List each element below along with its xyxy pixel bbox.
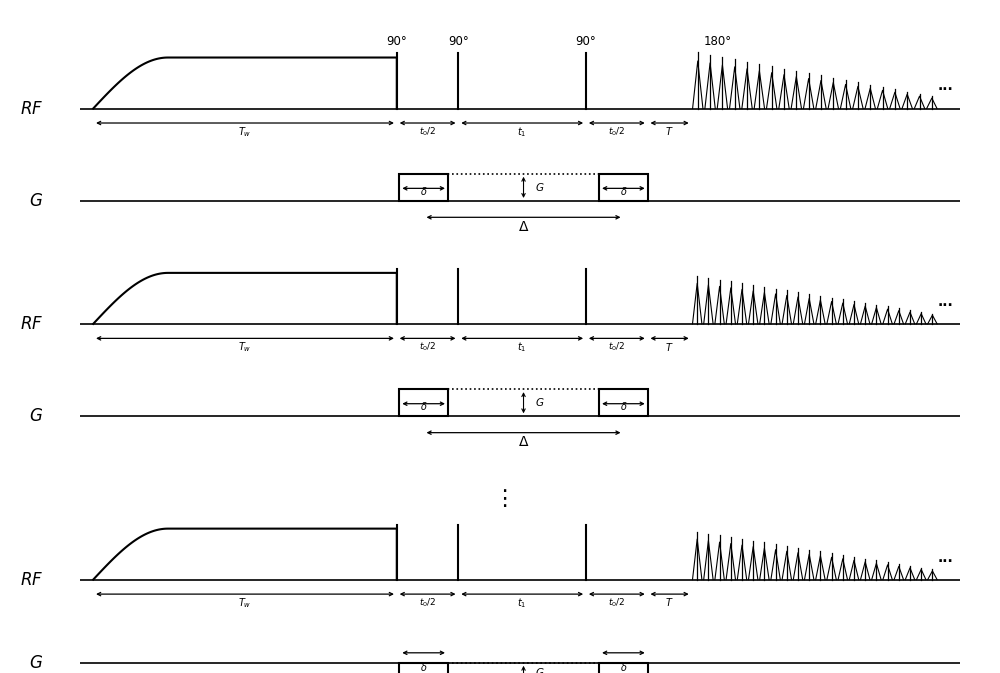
Text: $t_1$: $t_1$ [517,341,527,355]
Bar [399,389,448,416]
Text: ...: ... [938,79,954,94]
Text: $\mathit{RF}$: $\mathit{RF}$ [20,571,43,589]
Text: 180°: 180° [704,35,732,48]
Bar [599,389,648,416]
Text: 90°: 90° [576,35,596,48]
Bar [599,663,648,673]
Text: $\delta$: $\delta$ [620,400,627,413]
Text: $\mathit{RF}$: $\mathit{RF}$ [20,100,43,118]
Text: $t_0/2$: $t_0/2$ [608,125,625,138]
Text: ...: ... [938,295,954,309]
Text: $\delta$: $\delta$ [620,185,627,197]
Text: $\delta$: $\delta$ [420,661,427,673]
Text: $\delta$: $\delta$ [420,400,427,413]
Text: $\delta$: $\delta$ [620,661,627,673]
Text: 90°: 90° [386,35,407,48]
Text: $G$: $G$ [535,666,544,673]
Text: $\mathit{G}$: $\mathit{G}$ [29,654,43,672]
Text: $t_1$: $t_1$ [517,596,527,610]
Text: $\mathit{G}$: $\mathit{G}$ [29,192,43,210]
Bar [399,663,448,673]
Text: 90°: 90° [448,35,469,48]
Text: $T_w$: $T_w$ [238,125,252,139]
Text: $t_1$: $t_1$ [517,125,527,139]
Text: $\delta$: $\delta$ [420,185,427,197]
Text: $\vdots$: $\vdots$ [493,487,507,509]
Text: $T_w$: $T_w$ [238,341,252,355]
Text: $\Delta$: $\Delta$ [518,435,529,450]
Text: $G$: $G$ [535,181,544,193]
Text: $t_0/2$: $t_0/2$ [608,596,625,609]
Text: ...: ... [938,551,954,565]
Text: $T$: $T$ [665,125,674,137]
Text: $t_0/2$: $t_0/2$ [419,596,436,609]
Text: $G$: $G$ [535,396,544,409]
Text: $T$: $T$ [665,341,674,353]
Text: $\Delta$: $\Delta$ [518,220,529,234]
Text: $\mathit{G}$: $\mathit{G}$ [29,407,43,425]
Text: $t_0/2$: $t_0/2$ [419,125,436,138]
Text: $t_0/2$: $t_0/2$ [419,341,436,353]
Text: $\mathit{RF}$: $\mathit{RF}$ [20,315,43,333]
Text: $T_w$: $T_w$ [238,596,252,610]
Text: $t_0/2$: $t_0/2$ [608,341,625,353]
Bar [399,174,448,201]
Bar [599,174,648,201]
Text: $T$: $T$ [665,596,674,608]
